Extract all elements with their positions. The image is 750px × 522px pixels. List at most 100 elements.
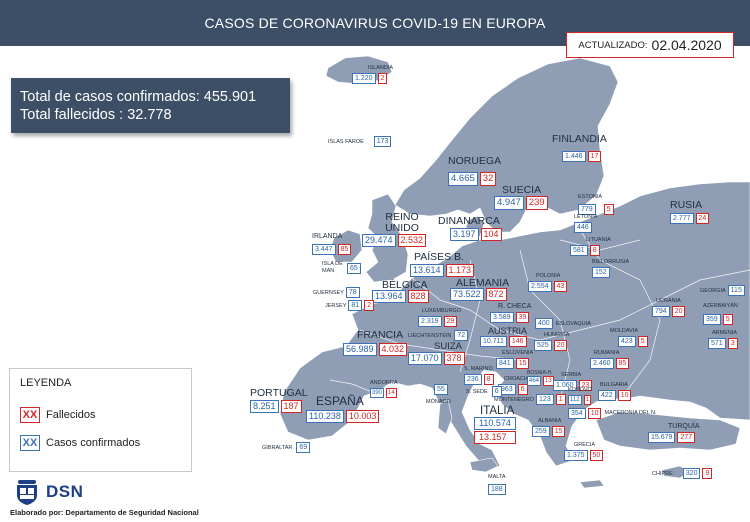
deaths-count: 1	[555, 394, 566, 405]
confirmed-count: 359	[703, 314, 721, 325]
country-lituania: LITUANIA 581 8	[570, 235, 611, 256]
confirmed-count: 1.375	[564, 450, 588, 461]
country-gibraltar: GIBRALTAR 69	[262, 442, 311, 453]
deaths-count: 187	[280, 400, 302, 413]
deaths-count: 1	[583, 395, 591, 405]
deaths-count: 39	[515, 312, 530, 323]
country-polonia: POLONIA 2.554 43	[528, 271, 568, 292]
country-irlanda: IRLANDA 3.447 85	[312, 232, 352, 255]
deaths-count: 3	[727, 338, 738, 349]
page-title: CASOS DE CORONAVIRUS COVID-19 EN EUROPA	[204, 15, 546, 31]
country-eslovenia: ESLOVENIA 841 15	[496, 348, 533, 369]
country-name: GEORGIA	[700, 287, 726, 294]
country-liechtenstein: LIECHTENSTEIN 72	[408, 330, 469, 341]
country-italia: ITALIA 110.574 13.157	[474, 405, 516, 444]
country-name: BÉLGICA	[382, 279, 428, 291]
country-name: PORTUGAL	[250, 387, 308, 399]
country-montenegro: MONTENEGRO 123 1	[494, 394, 566, 405]
country-islas-faroe: ISLAS FAROE 173	[328, 136, 392, 147]
deaths-count: 20	[553, 340, 568, 351]
confirmed-count: 259	[532, 426, 550, 437]
confirmed-count: 13.964	[372, 290, 406, 303]
deaths-count: 15	[551, 426, 566, 437]
updated-badge: ACTUALIZADO: 02.04.2020	[566, 32, 734, 58]
country-name: ISLAS FAROE	[328, 138, 364, 145]
deaths-count: 50	[589, 450, 604, 461]
country-name: HUNGRÍA	[544, 332, 570, 338]
country-eslovaquia: 400 ESLOVAQUIA	[535, 318, 591, 329]
deaths-count: 5	[722, 314, 733, 325]
confirmed-count: 400	[535, 318, 553, 329]
deaths-count: 10.003	[345, 410, 380, 423]
confirmed-count: 55	[434, 384, 448, 395]
total-deaths: Total fallecidos : 32.778	[20, 107, 172, 123]
country-rusia: RUSIA 2.777 24	[670, 200, 710, 224]
country-r-checa: R. CHECA 3.589 39	[490, 302, 531, 323]
country-name: IRLANDA	[312, 233, 343, 240]
country-chipre: CHIPRE 320 9	[652, 468, 713, 479]
deaths-count: 5	[637, 336, 648, 347]
confirmed-count: 112	[568, 395, 582, 405]
confirmed-count: 390	[370, 388, 385, 398]
confirmed-count: 81	[348, 300, 363, 311]
country-name: AZERBAIYÁN	[703, 303, 738, 309]
confirmed-count: 581	[570, 245, 588, 256]
confirmed-count: 4.665	[448, 172, 478, 186]
country-suiza: SUIZA 17.070 378	[408, 342, 465, 365]
country-serbia: SERBIA 1.060 23	[553, 370, 593, 391]
country-name: BULGARIA	[600, 382, 628, 388]
deaths-count: 2	[377, 73, 388, 84]
confirmed-count: 17.070	[408, 352, 442, 365]
confirmed-count: 56.989	[343, 343, 377, 356]
confirmed-count: 173	[373, 136, 392, 147]
country-turquia: TURQUÍA 15.679 277	[648, 422, 700, 443]
deaths-count: 10	[617, 390, 632, 401]
deaths-count: 43	[553, 281, 568, 292]
deaths-count: 1.173	[445, 264, 475, 277]
legend-deaths-swatch: XX	[20, 407, 40, 423]
confirmed-count: 354	[568, 408, 586, 419]
confirmed-count: 188	[488, 484, 506, 495]
legend-box: LEYENDA XX Fallecidos XX Casos confirmad…	[9, 368, 192, 472]
country-name: ITALIA	[480, 405, 515, 417]
confirmed-count: 78	[345, 287, 360, 298]
deaths-count: 85	[337, 244, 352, 255]
country-name: ESPAÑA	[316, 394, 364, 408]
country-name: BOSNIA-H.	[527, 370, 553, 376]
deaths-count: 15	[515, 358, 530, 369]
country-s-marino: S. MARINO 236 8	[464, 364, 494, 385]
confirmed-count: 1.220	[352, 73, 376, 84]
country-isla-de-man: ISLA DE MAN 65	[322, 261, 361, 275]
confirmed-count: 15.679	[648, 432, 676, 443]
country-rumania: RUMANIA 2.460 85	[590, 348, 630, 369]
credit-text: Elaborado por: Departamento de Seguridad…	[10, 508, 199, 517]
country-jersey: JERSEY 81 2	[325, 300, 375, 311]
legend-confirmed-swatch: XX	[20, 435, 40, 451]
country-noruega: NORUEGA 4.665 32	[448, 156, 501, 186]
country-luxemburgo: LUXEMBURGO 2.319 29	[418, 306, 461, 327]
confirmed-count: 422	[598, 390, 616, 401]
confirmed-count: 3.589	[490, 312, 514, 323]
confirmed-count: 10.711	[480, 336, 507, 347]
country-name: MONTENEGRO	[494, 396, 535, 403]
confirmed-count: 65	[347, 262, 361, 274]
country-bielorrusia: BIELORRUSIA 152	[592, 257, 629, 278]
country-bosnia: BOSNIA-H. 464 13	[527, 370, 554, 386]
country-estonia: ESTONIA 779 5	[578, 192, 614, 215]
country-name: LETONIA	[574, 214, 598, 220]
country-name: AUSTRIA	[488, 326, 528, 336]
country-name: NORUEGA	[448, 155, 502, 167]
country-name: MÓNACO	[426, 399, 451, 405]
confirmed-count: 446	[574, 222, 592, 233]
deaths-count: 10	[587, 408, 602, 419]
country-moldavia: MOLDAVIA 423 5	[610, 326, 648, 347]
country-name: SERBIA	[561, 372, 582, 378]
country-bulgaria: BULGARIA 422 10	[598, 380, 632, 401]
confirmed-count: 6	[491, 386, 502, 397]
confirmed-count: 2.319	[418, 316, 442, 327]
confirmed-count: 841	[496, 358, 514, 369]
country-name: ALEMANIA	[456, 277, 510, 289]
country-name: LITUANIA	[586, 237, 611, 243]
country-name: PAÍSES B.	[414, 251, 464, 263]
country-name: ESLOVAQUIA	[555, 320, 591, 327]
